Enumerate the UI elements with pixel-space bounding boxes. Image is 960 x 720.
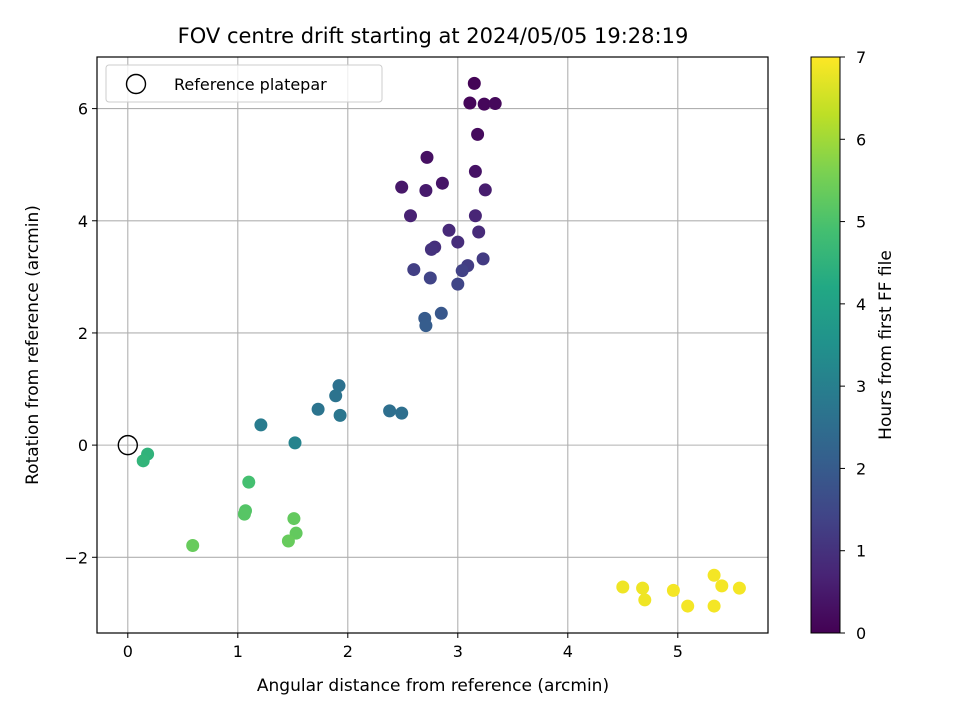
colorbar-tick-label: 4 [856, 295, 866, 314]
y-axis-ticks: −2 0 2 4 6 [64, 100, 97, 567]
data-point [329, 389, 343, 403]
y-tick-label: 0 [78, 436, 88, 455]
colorbar-tick-label: 5 [856, 213, 866, 232]
data-points [136, 76, 746, 613]
data-point [666, 583, 680, 597]
data-point [442, 223, 456, 237]
data-point [186, 539, 200, 553]
x-tick-label: 2 [343, 642, 353, 661]
data-point [311, 402, 325, 416]
legend-label: Reference platepar [174, 75, 327, 94]
data-point [136, 454, 150, 468]
data-point [288, 436, 302, 450]
data-point [681, 599, 695, 613]
x-tick-label: 1 [233, 642, 243, 661]
data-point [424, 242, 438, 256]
data-point [471, 127, 485, 141]
data-point [383, 404, 397, 418]
data-point [333, 408, 347, 422]
data-point [404, 209, 417, 223]
x-tick-label: 5 [673, 642, 683, 661]
grid [97, 57, 768, 633]
data-point [476, 252, 490, 266]
data-point [707, 599, 721, 613]
data-point [419, 183, 433, 197]
data-point [434, 306, 448, 320]
data-point [468, 164, 482, 178]
legend: Reference platepar [105, 64, 383, 103]
data-point [467, 76, 481, 90]
x-axis-label: Angular distance from reference (arcmin) [257, 676, 609, 696]
data-point [242, 475, 256, 489]
data-point [287, 512, 301, 526]
x-tick-label: 3 [453, 642, 463, 661]
y-tick-label: 6 [78, 100, 88, 119]
data-point [488, 97, 502, 111]
legend-box [105, 64, 383, 103]
data-point [451, 277, 465, 291]
colorbar-tick-label: 3 [856, 377, 866, 396]
colorbar-ticks: 0 1 2 3 4 5 6 7 [840, 48, 866, 643]
data-point [732, 581, 746, 595]
colorbar-tick-label: 2 [856, 459, 866, 478]
data-point [395, 180, 409, 194]
data-point [407, 263, 421, 277]
data-point [435, 176, 449, 190]
data-point [451, 235, 465, 249]
data-point [332, 379, 346, 393]
data-point [419, 319, 433, 333]
data-point [636, 581, 650, 595]
data-point [468, 209, 482, 223]
data-point [477, 97, 491, 111]
data-point [638, 593, 652, 607]
data-point [463, 96, 477, 110]
x-tick-label: 4 [563, 642, 573, 661]
plot-frame [96, 56, 769, 634]
data-point [455, 264, 469, 278]
data-point [478, 183, 492, 197]
chart-title: FOV centre drift starting at 2024/05/05 … [178, 24, 689, 48]
data-point [616, 580, 630, 594]
y-tick-label: 2 [78, 324, 88, 343]
y-tick-label: −2 [64, 548, 88, 567]
y-axis-label: Rotation from reference (arcmin) [23, 205, 43, 485]
data-point [423, 271, 437, 285]
data-point [715, 579, 729, 593]
reference-marker [117, 434, 139, 456]
colorbar-tick-label: 7 [856, 48, 866, 67]
x-axis-ticks: 0 1 2 3 4 5 [123, 633, 683, 661]
colorbar-tick-label: 0 [856, 624, 866, 643]
colorbar-tick-label: 6 [856, 130, 866, 149]
data-point [395, 406, 409, 420]
data-point [472, 225, 486, 239]
legend-marker [125, 73, 147, 95]
data-point [281, 534, 295, 548]
data-point [237, 507, 251, 521]
colorbar: 0 1 2 3 4 5 6 7 Hours from first FF file [810, 48, 896, 643]
colorbar-tick-label: 1 [856, 542, 866, 561]
colorbar-gradient [810, 56, 841, 634]
data-point [707, 568, 721, 582]
y-tick-label: 4 [78, 212, 88, 231]
data-point [254, 418, 268, 432]
x-tick-label: 0 [123, 642, 133, 661]
colorbar-label: Hours from first FF file [876, 250, 896, 440]
data-point [420, 150, 434, 164]
